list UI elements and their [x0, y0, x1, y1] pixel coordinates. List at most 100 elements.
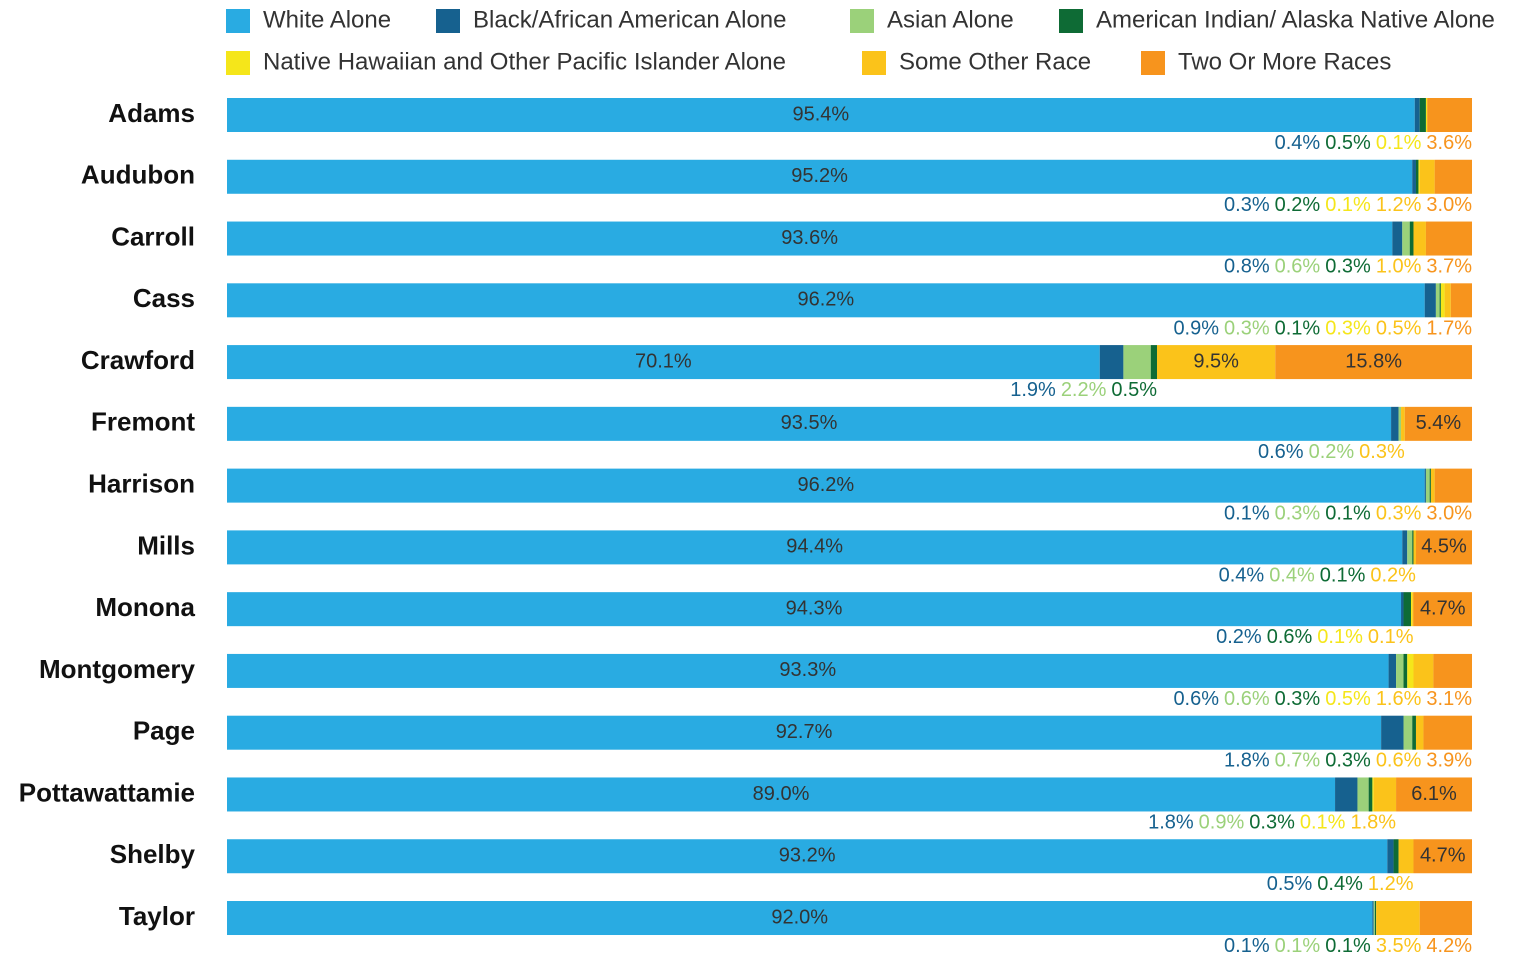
- value-label: 3.7%: [1426, 256, 1472, 278]
- value-label-group: 0.4% 0.5% 0.1% 3.6%: [1275, 132, 1473, 154]
- value-label: 0.3%: [1325, 750, 1371, 772]
- value-label: 4.2%: [1426, 935, 1472, 957]
- bar-segment: [1434, 468, 1472, 503]
- value-label: 0.4%: [1219, 565, 1265, 587]
- bar-segment: [1373, 777, 1397, 812]
- bar-segment: [1376, 901, 1420, 936]
- value-label: 0.2%: [1370, 565, 1416, 587]
- value-label: 5.4%: [1416, 412, 1462, 434]
- value-label: 1.8%: [1148, 812, 1194, 834]
- value-label: 0.1%: [1320, 565, 1366, 587]
- value-label: 0.2%: [1216, 626, 1262, 648]
- bar-segment: [1150, 345, 1158, 380]
- value-label: 0.1%: [1317, 626, 1363, 648]
- bar-segment: [1418, 159, 1420, 194]
- bar-segment: [1434, 159, 1472, 194]
- value-label: 93.5%: [781, 412, 838, 434]
- value-label: 94.4%: [786, 536, 843, 558]
- bar-segment: [1424, 283, 1436, 318]
- value-label: 0.4%: [1275, 132, 1321, 154]
- value-label: 0.5%: [1376, 318, 1422, 340]
- bar-segment: [1415, 715, 1424, 750]
- bar-segment: [1413, 653, 1434, 688]
- value-label: 0.3%: [1224, 194, 1270, 216]
- value-label: 0.3%: [1325, 318, 1371, 340]
- value-label: 0.5%: [1325, 132, 1371, 154]
- value-label: 0.3%: [1249, 812, 1295, 834]
- bar-segment: [1412, 592, 1414, 627]
- value-label-group: 0.1% 0.1% 0.1% 3.5% 4.2%: [1224, 935, 1472, 957]
- value-label: 0.6%: [1275, 256, 1321, 278]
- value-label-group: 0.5% 0.4% 1.2%: [1267, 874, 1414, 896]
- value-label: 0.1%: [1325, 503, 1371, 525]
- value-label: 15.8%: [1345, 350, 1402, 372]
- value-label: 0.2%: [1275, 194, 1321, 216]
- bar-segment: [1425, 468, 1430, 503]
- bar-segment: [1396, 653, 1404, 688]
- bar-segment: [1407, 530, 1413, 565]
- value-label-group: 0.1% 0.3% 0.1% 0.3% 3.0%: [1224, 503, 1472, 525]
- value-label: 1.8%: [1224, 750, 1270, 772]
- bar-segment: [227, 283, 1425, 318]
- bar-segment: [1425, 98, 1428, 132]
- bar-segment: [1423, 715, 1472, 750]
- legend-swatch: [1141, 51, 1165, 75]
- value-label: 0.3%: [1224, 318, 1270, 340]
- bar-segment: [1424, 468, 1426, 503]
- category-label: Fremont: [91, 407, 195, 437]
- bar-segment: [1413, 592, 1472, 627]
- bar-segment: [1410, 592, 1413, 627]
- bar-segment: [1404, 406, 1472, 441]
- bar-segment: [227, 592, 1402, 627]
- legend-label: Native Hawaiian and Other Pacific Island…: [263, 48, 786, 75]
- legend-swatch: [862, 51, 886, 75]
- value-label: 1.9%: [1010, 379, 1056, 401]
- value-label: 92.7%: [776, 721, 833, 743]
- bar-segment: [1407, 653, 1414, 688]
- bar-segment: [1398, 839, 1414, 874]
- value-label: 0.5%: [1111, 379, 1157, 401]
- category-label: Crawford: [81, 345, 195, 375]
- value-label: 1.8%: [1350, 812, 1396, 834]
- value-label: 92.0%: [771, 906, 828, 928]
- value-label: 1.0%: [1376, 256, 1422, 278]
- value-label: 3.1%: [1426, 688, 1472, 710]
- bar-segment: [1275, 345, 1472, 380]
- value-label: 93.6%: [781, 227, 838, 249]
- legend-label: American Indian/ Alaska Native Alone: [1096, 6, 1495, 33]
- value-label: 1.7%: [1426, 318, 1472, 340]
- bar-segment: [227, 345, 1100, 380]
- value-label: 0.6%: [1258, 441, 1304, 463]
- value-label: 0.3%: [1275, 503, 1321, 525]
- bar-segment: [227, 98, 1415, 132]
- value-label: 3.0%: [1426, 194, 1472, 216]
- bar-segment: [1401, 592, 1404, 627]
- value-label: 0.1%: [1325, 935, 1371, 957]
- value-label: 0.1%: [1275, 935, 1321, 957]
- value-label-group: 1.8% 0.7% 0.3% 0.6% 3.9%: [1224, 750, 1472, 772]
- category-label: Pottawattamie: [19, 777, 195, 807]
- bar-segment: [1435, 283, 1440, 318]
- value-label: 3.9%: [1426, 750, 1472, 772]
- value-label: 3.6%: [1426, 132, 1472, 154]
- value-label: 0.4%: [1269, 565, 1315, 587]
- category-label: Montgomery: [39, 654, 196, 684]
- value-label-group: 0.6% 0.6% 0.3% 0.5% 1.6% 3.1%: [1173, 688, 1472, 710]
- value-label: 0.1%: [1300, 812, 1346, 834]
- value-label: 9.5%: [1193, 350, 1239, 372]
- category-label: Mills: [137, 530, 195, 560]
- legend-label: Black/African American Alone: [473, 6, 787, 33]
- value-label: 0.5%: [1325, 688, 1371, 710]
- bar-segment: [1387, 839, 1394, 874]
- value-label: 0.3%: [1275, 688, 1321, 710]
- bar-segment: [1357, 777, 1369, 812]
- value-label: 0.7%: [1275, 750, 1321, 772]
- legend-label: White Alone: [263, 6, 391, 33]
- bar-segment: [1427, 98, 1472, 132]
- value-label: 0.3%: [1325, 256, 1371, 278]
- bar-segment: [1393, 839, 1399, 874]
- bar-segment: [1403, 715, 1413, 750]
- value-label: 89.0%: [753, 783, 810, 805]
- bar-segment: [1419, 159, 1435, 194]
- bar-segment: [1403, 592, 1411, 627]
